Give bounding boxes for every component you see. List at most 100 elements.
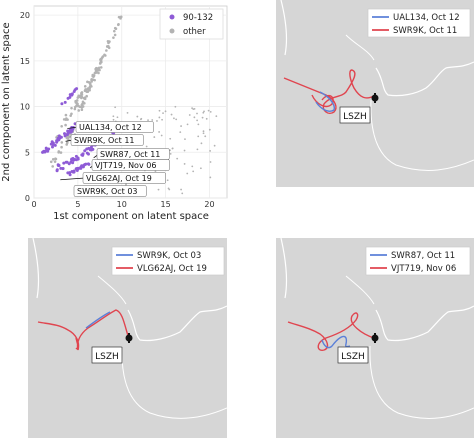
scatter-point	[179, 131, 182, 134]
scatter-point	[209, 161, 212, 163]
legend-label-red: SWR9K, Oct 11	[393, 26, 457, 36]
scatter-point	[76, 166, 80, 170]
map-legend	[365, 246, 471, 276]
scatter-point	[89, 84, 92, 87]
scatter-point	[145, 145, 148, 148]
scatter-point	[53, 143, 57, 147]
scatter-point	[160, 134, 163, 137]
scatter-point	[174, 105, 177, 108]
scatter-point	[74, 154, 78, 158]
y-tick-label: 5	[25, 148, 30, 157]
trajectory-map-chart: LSZH UAL134, Oct 12 SWR9K, Oct 11	[276, 0, 474, 187]
scatter-point	[66, 136, 70, 140]
scatter-point	[196, 112, 198, 115]
scatter-point	[59, 166, 63, 170]
scatter-point	[70, 106, 73, 110]
legend-marker-90-132	[169, 14, 175, 20]
legend-label-red: VJT719, Nov 06	[391, 264, 456, 274]
tick-labels: 0 5 10 15 20 0 5 10 15 20	[20, 11, 215, 209]
scatter-point	[60, 141, 64, 144]
scatter-point	[158, 109, 161, 112]
scatter-point	[87, 162, 91, 166]
scatter-point	[139, 118, 142, 121]
scatter-point	[161, 118, 163, 121]
scatter-point	[106, 45, 110, 48]
scatter-point	[55, 169, 59, 173]
scatter-point	[43, 150, 47, 154]
scatter-point	[63, 100, 67, 104]
airport-label-box	[91, 346, 123, 364]
scatter-point	[164, 110, 167, 113]
scatter-point	[90, 77, 94, 81]
scatter-point	[175, 118, 178, 121]
scatter-point	[209, 150, 212, 152]
scatter-point	[197, 135, 200, 138]
scatter-point	[193, 107, 196, 110]
scatter-point	[55, 139, 59, 143]
scatter-point	[41, 150, 45, 154]
scatter-point	[173, 117, 175, 120]
scatter-point	[47, 147, 51, 151]
scatter-point	[95, 66, 98, 70]
legend-label-blue: SWR9K, Oct 03	[137, 251, 201, 261]
scatter-point	[80, 164, 84, 168]
legend-label-red: VLG62AJ, Oct 19	[137, 264, 207, 274]
scatter-point	[200, 142, 203, 145]
annotation-label: VJT719, Nov 06	[95, 161, 156, 170]
scatter-point	[56, 136, 60, 140]
scatter-point	[191, 165, 194, 168]
scatter-point	[65, 117, 68, 120]
scatter-point	[85, 94, 88, 98]
scatter-point	[73, 105, 77, 109]
scatter-point	[103, 53, 106, 57]
scatter-point	[209, 110, 212, 113]
scatter-point	[197, 123, 200, 126]
scatter-point	[170, 113, 173, 116]
latent-space-scatter-chart: 0 5 10 15 20 0 5 10 15 20 UAL134, Oct 12 SWR9K, Oc…	[1, 5, 228, 222]
scatter-point	[113, 33, 117, 37]
scatter-point	[99, 61, 102, 65]
map-border-line	[370, 99, 474, 171]
trajectory-map-chart: LSZH SWR87, Oct 11 VJT719, Nov 06	[276, 237, 474, 438]
scatter-point	[86, 87, 90, 90]
scatter-point	[169, 153, 172, 155]
airport-label: LSZH	[343, 112, 367, 122]
scatter-point	[75, 101, 79, 105]
scatter-point	[205, 117, 208, 120]
y-axis-label: 2nd component on latent space	[1, 22, 12, 181]
scatter-point	[70, 93, 74, 97]
scatter-point	[202, 111, 205, 114]
scatter-point	[112, 115, 115, 118]
scatter-point	[69, 114, 72, 117]
series-90-132-points	[41, 87, 116, 177]
scatter-point	[126, 112, 129, 114]
scatter-point	[64, 160, 68, 164]
scatter-point	[54, 157, 57, 160]
scatter-point	[201, 116, 204, 119]
scatter-point	[119, 17, 122, 20]
scatter-point	[80, 96, 83, 100]
annotation-label: VLG62AJ, Oct 19	[86, 174, 152, 183]
scatter-point	[59, 151, 63, 154]
scatter-point	[57, 134, 61, 138]
scatter-point	[80, 91, 84, 94]
scatter-point	[80, 108, 84, 112]
map-border-line	[375, 305, 474, 342]
scatter-point	[84, 88, 87, 91]
annotation-label: SWR9K, Oct 11	[74, 136, 135, 145]
scatter-point	[60, 102, 64, 106]
scatter-point	[188, 114, 191, 116]
scatter-point	[73, 107, 77, 111]
scatter-point	[113, 29, 116, 33]
scatter-point	[86, 80, 89, 84]
scatter-point	[86, 152, 90, 156]
scatter-point	[62, 161, 66, 165]
airport-label-box	[339, 106, 371, 124]
scatter-point	[74, 158, 78, 162]
scatter-point	[89, 145, 93, 149]
annotation-layer: UAL134, Oct 12 SWR9K, Oct 11 SWR87, Oct 11…	[60, 121, 170, 197]
y-tick-label: 20	[20, 11, 30, 20]
scatter-point	[183, 149, 186, 152]
annotation-label: UAL134, Oct 12	[79, 123, 142, 132]
scatter-point	[207, 109, 210, 112]
